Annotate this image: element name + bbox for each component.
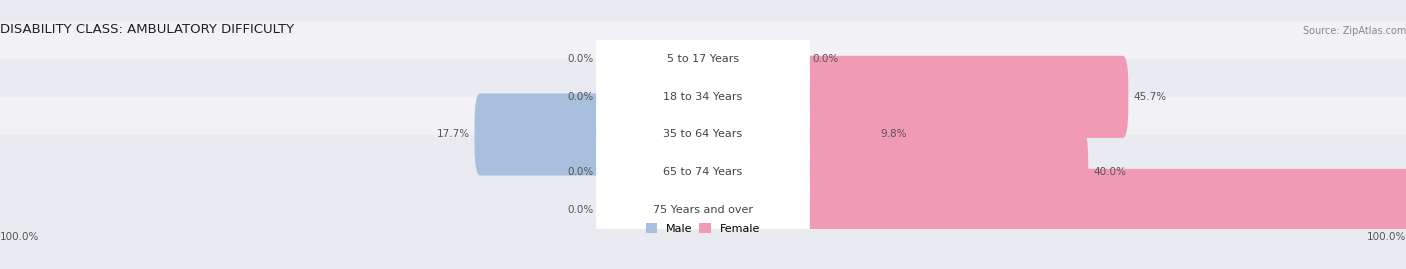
- Legend: Male, Female: Male, Female: [641, 218, 765, 238]
- FancyBboxPatch shape: [0, 134, 1406, 269]
- Text: 0.0%: 0.0%: [568, 54, 593, 64]
- Text: 5 to 17 Years: 5 to 17 Years: [666, 54, 740, 64]
- Text: 35 to 64 Years: 35 to 64 Years: [664, 129, 742, 140]
- FancyBboxPatch shape: [475, 93, 610, 176]
- Text: 0.0%: 0.0%: [568, 92, 593, 102]
- FancyBboxPatch shape: [596, 2, 810, 116]
- FancyBboxPatch shape: [0, 22, 1406, 172]
- Text: 75 Years and over: 75 Years and over: [652, 205, 754, 215]
- Text: DISABILITY CLASS: AMBULATORY DIFFICULTY: DISABILITY CLASS: AMBULATORY DIFFICULTY: [0, 23, 294, 36]
- FancyBboxPatch shape: [596, 115, 810, 229]
- Text: 45.7%: 45.7%: [1133, 92, 1167, 102]
- FancyBboxPatch shape: [0, 0, 1406, 134]
- FancyBboxPatch shape: [796, 131, 1088, 213]
- FancyBboxPatch shape: [0, 59, 1406, 210]
- Text: 0.0%: 0.0%: [568, 205, 593, 215]
- Text: 40.0%: 40.0%: [1094, 167, 1126, 177]
- FancyBboxPatch shape: [0, 97, 1406, 247]
- Text: 65 to 74 Years: 65 to 74 Years: [664, 167, 742, 177]
- FancyBboxPatch shape: [596, 153, 810, 267]
- Text: Source: ZipAtlas.com: Source: ZipAtlas.com: [1302, 26, 1406, 36]
- Text: 0.0%: 0.0%: [813, 54, 838, 64]
- FancyBboxPatch shape: [596, 40, 810, 154]
- FancyBboxPatch shape: [796, 93, 876, 176]
- FancyBboxPatch shape: [796, 169, 1406, 251]
- Text: 9.8%: 9.8%: [880, 129, 907, 140]
- FancyBboxPatch shape: [596, 78, 810, 191]
- Text: 0.0%: 0.0%: [568, 167, 593, 177]
- Text: 17.7%: 17.7%: [436, 129, 470, 140]
- Text: 100.0%: 100.0%: [1367, 232, 1406, 242]
- Text: 100.0%: 100.0%: [0, 232, 39, 242]
- FancyBboxPatch shape: [796, 56, 1129, 138]
- Text: 18 to 34 Years: 18 to 34 Years: [664, 92, 742, 102]
